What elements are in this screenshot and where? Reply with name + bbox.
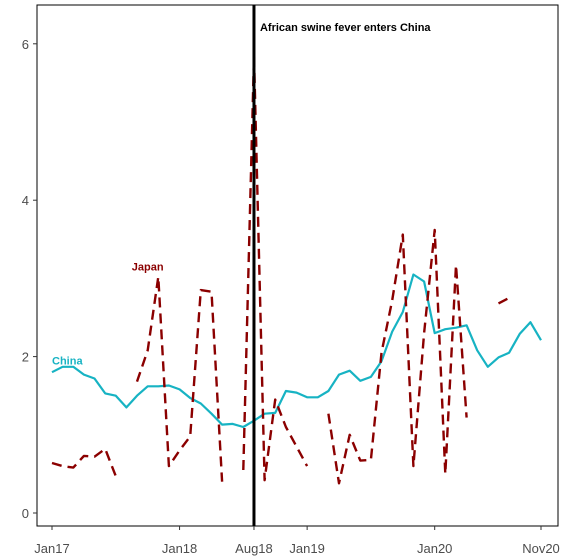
x-tick-label: Nov20 — [522, 541, 560, 556]
series-label-china: China — [52, 355, 83, 367]
y-tick-label: 4 — [22, 193, 29, 208]
series-line-japan — [497, 296, 510, 305]
series-line-japan — [242, 54, 309, 482]
series-line-china — [51, 273, 542, 429]
series-labels: China Japan — [52, 262, 164, 368]
x-tick-label: Jan20 — [417, 541, 452, 556]
series-line-japan — [327, 228, 468, 485]
axes: 0 2 4 6 Jan17 Jan18 Aug18 Jan19 Jan20 Nov20 — [22, 37, 560, 556]
event-layer: African swine fever enters China — [252, 5, 431, 526]
event-label: African swine fever enters China — [260, 22, 431, 34]
series-line-japan — [51, 447, 117, 477]
y-tick-label: 2 — [22, 350, 29, 365]
series-label-japan: Japan — [132, 262, 164, 274]
y-tick-label: 0 — [22, 506, 29, 521]
plot-panel — [36, 4, 559, 527]
series-line-japan — [135, 275, 224, 482]
y-tick-label: 6 — [22, 37, 29, 52]
x-tick-label: Jan19 — [289, 541, 324, 556]
x-tick-label: Aug18 — [235, 541, 273, 556]
x-tick-label: Jan18 — [162, 541, 197, 556]
x-tick-label: Jan17 — [34, 541, 69, 556]
series-layer — [51, 54, 542, 485]
